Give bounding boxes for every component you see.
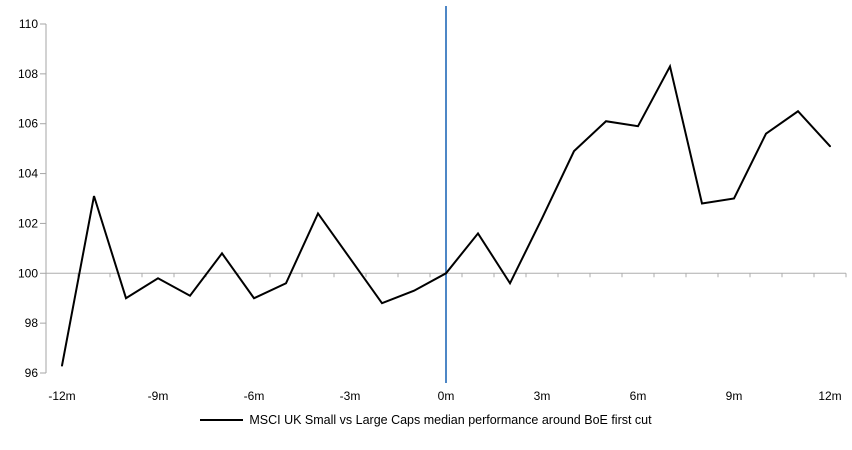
legend-line-sample-icon xyxy=(200,419,244,421)
y-axis-tick-label: 96 xyxy=(25,366,39,380)
y-axis-tick-label: 102 xyxy=(18,216,38,230)
y-axis-tick-label: 106 xyxy=(18,117,38,131)
x-axis-tick-label: 12m xyxy=(818,389,841,403)
x-axis-tick-label: -6m xyxy=(244,389,265,403)
legend: MSCI UK Small vs Large Caps median perfo… xyxy=(0,413,852,427)
y-axis-tick-label: 108 xyxy=(18,67,38,81)
y-axis-tick-label: 104 xyxy=(18,167,38,181)
x-axis-tick-label: 0m xyxy=(438,389,455,403)
x-axis-tick-label: 3m xyxy=(534,389,551,403)
x-axis-tick-label: -12m xyxy=(48,389,75,403)
x-axis-tick-label: 9m xyxy=(726,389,743,403)
y-axis-tick-label: 98 xyxy=(25,316,39,330)
x-axis-tick-label: -3m xyxy=(340,389,361,403)
series-line xyxy=(61,63,831,367)
x-axis-tick-label: -9m xyxy=(148,389,169,403)
x-axis-tick-label: 6m xyxy=(630,389,647,403)
y-axis-tick-label: 110 xyxy=(19,17,38,31)
y-axis-tick-label: 100 xyxy=(18,266,38,280)
legend-label: MSCI UK Small vs Large Caps median perfo… xyxy=(249,413,652,427)
